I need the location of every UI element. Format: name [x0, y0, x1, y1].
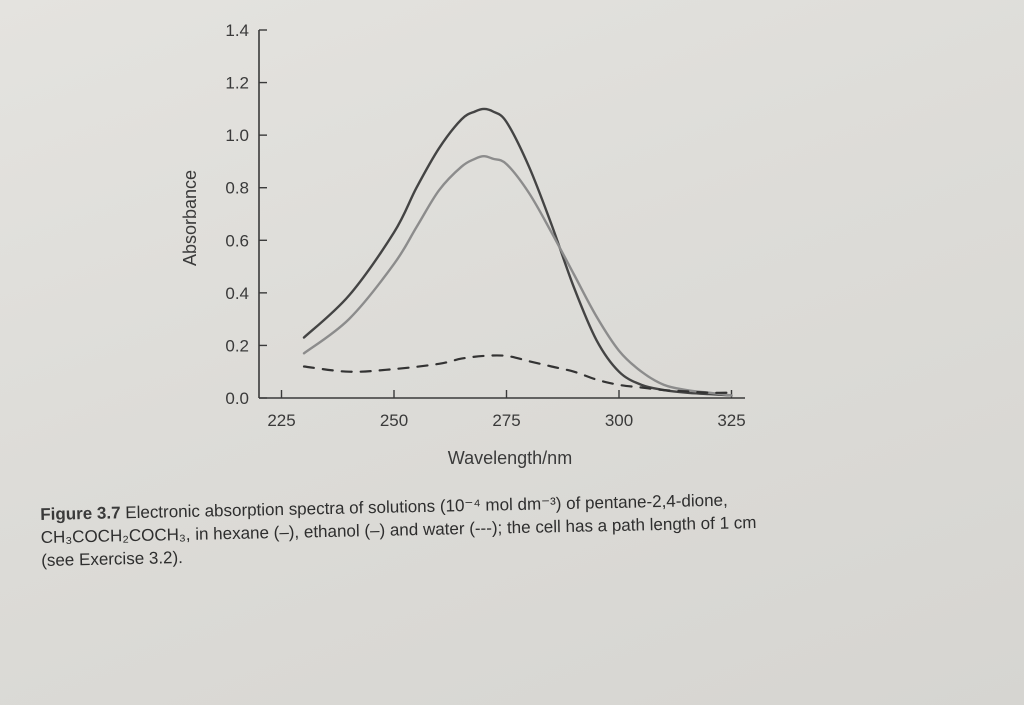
x-tick-label: 300 — [605, 411, 633, 430]
series-line-water — [302, 354, 733, 394]
series-line-ethanol — [302, 154, 733, 397]
x-tick-label: 250 — [380, 411, 408, 430]
y-axis-label: Absorbance — [180, 170, 200, 266]
figure-label: Figure 3.7 — [40, 503, 121, 524]
y-tick-label: 0.4 — [225, 284, 249, 303]
x-axis-ticks: 225 250 275 300 325 — [267, 390, 746, 430]
series-layer — [302, 107, 733, 397]
series-line-hexane — [302, 107, 733, 397]
y-tick-label: 0.2 — [225, 336, 249, 355]
y-tick-label: 1.2 — [225, 74, 249, 93]
y-tick-label: 0.0 — [225, 389, 249, 408]
x-axis-label: Wavelength/nm — [448, 448, 572, 468]
y-tick-label: 0.8 — [225, 179, 249, 198]
absorption-spectrum-chart: 0.0 0.2 0.4 0.6 0.8 1.0 1.2 1.4 225 250 275 300 325… — [180, 21, 746, 468]
x-tick-label: 275 — [492, 411, 520, 430]
x-tick-label: 325 — [717, 411, 745, 430]
x-tick-label: 225 — [267, 411, 295, 430]
y-tick-label: 1.0 — [225, 126, 249, 145]
axes — [258, 30, 745, 399]
y-tick-label: 1.4 — [225, 21, 249, 40]
y-tick-label: 0.6 — [225, 231, 249, 250]
y-axis-ticks: 0.0 0.2 0.4 0.6 0.8 1.0 1.2 1.4 — [225, 21, 267, 408]
